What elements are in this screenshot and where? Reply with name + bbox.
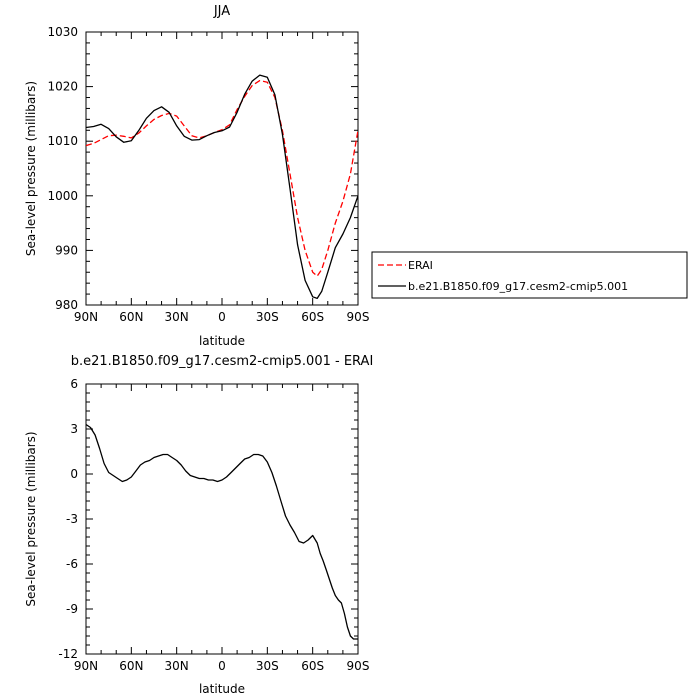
- legend-label: ERAI: [408, 259, 433, 272]
- y-tick-label: 0: [70, 467, 78, 481]
- legend-label: b.e21.B1850.f09_g17.cesm2-cmip5.001: [408, 280, 628, 293]
- chart-title: b.e21.B1850.f09_g17.cesm2-cmip5.001 - ER…: [71, 354, 374, 369]
- y-tick-label: 1030: [47, 25, 78, 39]
- y-tick-label: -6: [66, 557, 78, 571]
- series-line-erai: [86, 79, 358, 277]
- series-line-diff-0: [86, 423, 358, 640]
- chart-title: JJA: [213, 4, 230, 19]
- bottom-panel: 90N 60N 30N 0 30S 60S 90S -12 -9 -6 -3 0 3 6 b.e21.B18…: [24, 354, 373, 696]
- y-axis-label: Sea-level pressure (millibars): [24, 81, 38, 256]
- y-tick-label: 6: [70, 377, 78, 391]
- x-tick-label: 30N: [165, 659, 189, 673]
- x-tick-label: 30S: [256, 310, 279, 324]
- x-tick-label: 60S: [301, 310, 324, 324]
- plot-frame: [85, 383, 359, 655]
- y-tick-label: 990: [55, 243, 78, 257]
- x-tick-label: 90S: [347, 659, 370, 673]
- x-tick-label: 60N: [119, 310, 143, 324]
- x-axis-label: latitude: [199, 682, 245, 696]
- legend-box: [371, 251, 688, 299]
- x-tick-label: 0: [218, 659, 226, 673]
- y-tick-label: 1000: [47, 189, 78, 203]
- y-axis-label: Sea-level pressure (millibars): [24, 431, 38, 606]
- legend: ERAI b.e21.B1850.f09_g17.cesm2-cmip5.001: [371, 251, 688, 299]
- x-tick-label: 90S: [347, 310, 370, 324]
- x-tick-label: 60S: [301, 659, 324, 673]
- y-tick-label: -3: [66, 512, 78, 526]
- x-tick-label: 90N: [74, 310, 98, 324]
- series-line-b: [86, 74, 358, 300]
- x-tick-label: 0: [218, 310, 226, 324]
- x-axis-label: latitude: [199, 334, 245, 348]
- x-tick-label: 90N: [74, 659, 98, 673]
- x-tick-label: 60N: [119, 659, 143, 673]
- y-tick-label: 3: [70, 422, 78, 436]
- y-tick-label: 1020: [47, 80, 78, 94]
- top-panel: 90N 60N 30N 0 30S 60S 90S 980 990 1000 1010 1020 103…: [24, 4, 688, 348]
- y-tick-label: -12: [58, 647, 78, 661]
- x-tick-label: 30S: [256, 659, 279, 673]
- y-tick-label: -9: [66, 602, 78, 616]
- y-tick-label: 1010: [47, 134, 78, 148]
- y-tick-label: 980: [55, 298, 78, 312]
- plot-frame: [85, 31, 359, 306]
- x-tick-label: 30N: [165, 310, 189, 324]
